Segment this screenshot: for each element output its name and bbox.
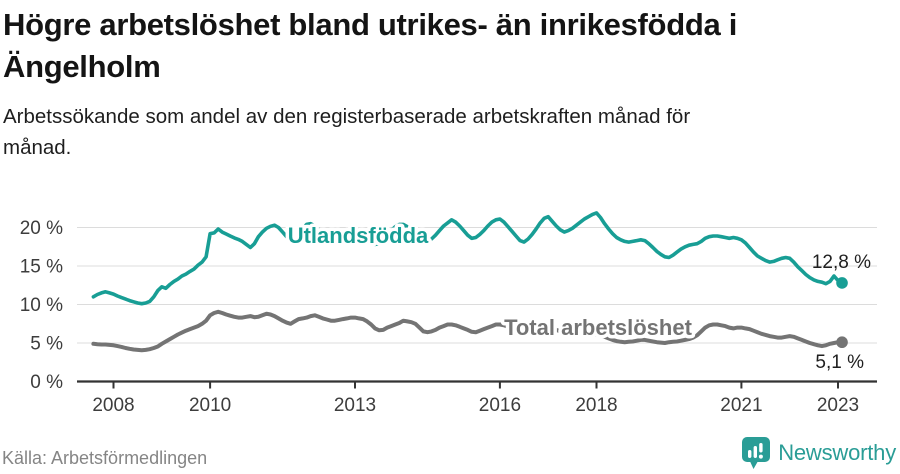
x-axis-label-2021: 2021 <box>720 395 762 416</box>
series-line-total <box>91 309 844 353</box>
y-axis-label-20: 20 % <box>20 218 63 239</box>
end-value-label-utlandsfodda: 12,8 % <box>812 252 871 273</box>
end-value-label-total: 5,1 % <box>815 352 864 373</box>
x-axis-label-2016: 2016 <box>479 395 521 416</box>
x-axis-label-2013: 2013 <box>334 395 376 416</box>
x-axis-label-2023: 2023 <box>817 395 859 416</box>
chart-subtitle: Arbetssökande som andel av den registerb… <box>3 105 691 159</box>
newsworthy-icon <box>742 437 771 469</box>
source-note: Källa: Arbetsförmedlingen <box>2 448 208 468</box>
series-line-utlandsfodda <box>91 211 844 306</box>
series-end-dot-total <box>836 336 848 349</box>
series-label-total: Total arbetslöshet <box>504 315 693 340</box>
y-axis-label-5: 5 % <box>30 334 63 355</box>
y-axis-label-15: 15 % <box>20 257 63 278</box>
x-axis-label-2018: 2018 <box>575 395 617 416</box>
y-axis-label-0: 0 % <box>30 372 63 393</box>
series-end-dot-utlandsfodda <box>836 277 848 289</box>
brand-name: Newsworthy <box>778 440 896 465</box>
series-label-utlandsfodda: Utlandsfödda <box>288 223 429 248</box>
brand-logo: Newsworthy <box>741 436 896 470</box>
y-axis-label-10: 10 % <box>20 295 63 316</box>
x-axis-label-2008: 2008 <box>92 395 134 416</box>
page-title: Högre arbetslöshet bland utrikes- än inr… <box>3 7 738 84</box>
x-axis-label-2010: 2010 <box>189 395 231 416</box>
